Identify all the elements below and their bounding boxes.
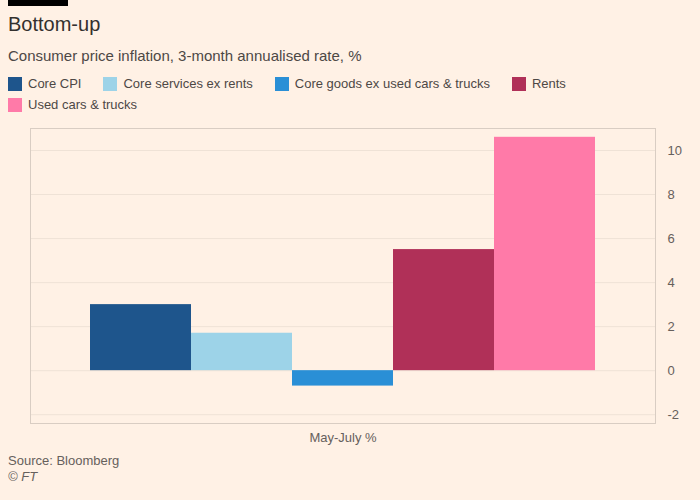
html-text:Consumer price inflation, 3-mo: Consumer price inflation, 3-month annual… xyxy=(8,47,362,64)
html-text:Core goods ex used cars & truc: Core goods ex used cars & trucks xyxy=(294,76,490,91)
html-text:Rents: Rents xyxy=(531,76,566,91)
svg-text:8: 8 xyxy=(668,187,675,202)
html-text:Used cars & trucks: Used cars & trucks xyxy=(28,97,138,112)
svg-text:0: 0 xyxy=(668,363,675,378)
html-text:Source: Bloomberg: Source: Bloomberg xyxy=(8,453,120,468)
html-text:Core services ex rents: Core services ex rents xyxy=(123,76,253,91)
html-text:Bottom-up: Bottom-up xyxy=(8,13,101,35)
svg-text:-2: -2 xyxy=(668,407,680,422)
svg-text:6: 6 xyxy=(668,231,675,246)
svg-text:2: 2 xyxy=(668,319,675,334)
svg-text:10: 10 xyxy=(668,143,682,158)
svg-text:May-July %: May-July % xyxy=(309,430,377,445)
svg-text:4: 4 xyxy=(668,275,675,290)
html-text:Core CPI: Core CPI xyxy=(28,76,82,91)
html-text:© FT: © FT xyxy=(8,469,38,484)
